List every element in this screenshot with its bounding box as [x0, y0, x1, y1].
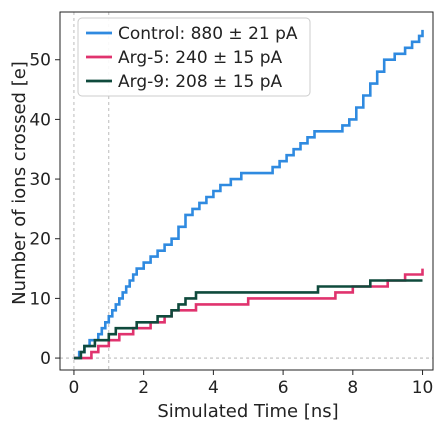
- legend-label-1: Control: 880 ± 21 pA: [118, 24, 298, 44]
- y-tick-label: 50: [29, 51, 51, 71]
- y-tick-label: 40: [29, 110, 51, 130]
- y-tick-label: 0: [40, 349, 51, 369]
- y-tick-label: 10: [29, 289, 51, 309]
- series-line-3: [73, 279, 423, 360]
- y-tick-label: 30: [29, 170, 51, 190]
- x-axis-label: Simulated Time [ns]: [157, 401, 338, 422]
- series-line-1: [73, 29, 424, 360]
- legend: Control: 880 ± 21 pA Arg-5: 240 ± 15 pA Ar…: [77, 17, 311, 97]
- y-axis-label: Number of ions crossed [e]: [9, 61, 30, 305]
- x-tick-label: 8: [347, 378, 358, 398]
- y-tick-label: 20: [29, 230, 51, 250]
- legend-label-2: Arg-5: 240 ± 15 pA: [118, 48, 283, 68]
- x-tick-label: 6: [278, 378, 289, 398]
- x-tick-label: 10: [412, 378, 434, 398]
- x-tick-label: 4: [208, 378, 219, 398]
- plot-area: [60, 12, 433, 370]
- legend-label-3: Arg-9: 208 ± 15 pA: [118, 72, 283, 92]
- axes: 0 2 4 6 8 10 0 10 20 30 40 50: [29, 11, 434, 398]
- x-tick-label: 2: [138, 378, 149, 398]
- legend-box: [77, 17, 311, 97]
- x-tick-label: 0: [69, 378, 80, 398]
- plot-frame: [59, 11, 434, 371]
